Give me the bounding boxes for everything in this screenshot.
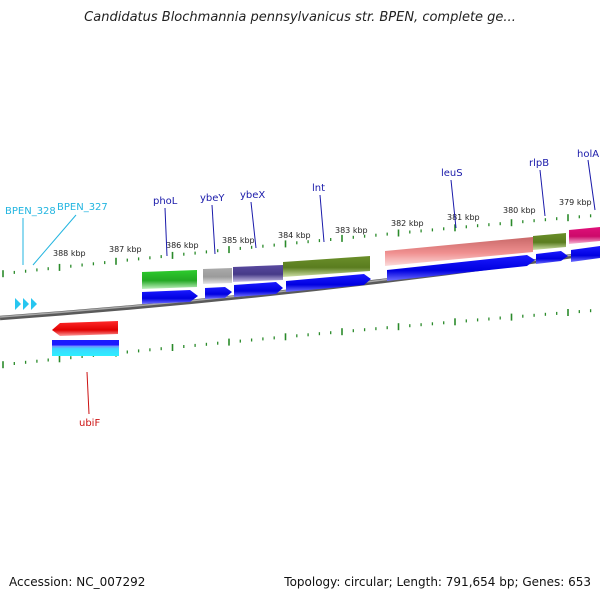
gene-label-lnt: lnt: [312, 183, 325, 194]
leader-line: [539, 169, 546, 217]
kbp-label: 383 kbp: [335, 226, 368, 235]
gene-label-rlpB: rlpB: [529, 158, 549, 169]
leader-line: [86, 371, 90, 415]
feature-phoL: [142, 270, 197, 289]
cds-arrow-leuS: [387, 255, 535, 281]
gene-label-phoL: phoL: [153, 196, 178, 207]
kbp-label: 380 kbp: [503, 206, 536, 215]
feature-ubiF-reverse: [52, 321, 118, 336]
cds-ubiF: [52, 340, 119, 356]
feature-track-forward: [142, 227, 600, 289]
cds-arrow-ybeX: [234, 282, 283, 297]
gene-label-BPEN_328: BPEN_328: [5, 206, 56, 217]
feature-holA: [569, 227, 600, 244]
feature-track-reverse: [52, 321, 119, 356]
kbp-label: 385 kbp: [222, 236, 255, 245]
leader-line: [211, 204, 216, 255]
topology-text: Topology: circular; Length: 791,654 bp; …: [284, 575, 591, 589]
gene-label-ybeX: ybeX: [240, 190, 265, 201]
feature-ybeX: [233, 265, 283, 282]
gene-label-ubiF: ubiF: [79, 418, 100, 429]
feature-rlpB: [533, 233, 566, 250]
tick-row-forward: [2, 214, 592, 278]
kbp-label: 384 kbp: [278, 231, 311, 240]
gene-label-holA: holA: [577, 149, 599, 160]
gene-label-ybeY: ybeY: [200, 193, 225, 204]
accession-text: Accession: NC_007292: [9, 575, 146, 589]
feature-leuS: [385, 237, 533, 266]
kbp-label: 379 kbp: [559, 198, 592, 207]
leader-line: [450, 179, 457, 229]
feature-ybeY: [203, 268, 232, 284]
cds-arrow-lnt: [286, 274, 371, 292]
cds-arrow-ybeY: [205, 287, 232, 299]
kbp-label: 386 kbp: [166, 241, 199, 250]
direction-marker-icon: [15, 298, 37, 310]
leader-line: [32, 214, 77, 266]
cds-arrow-phoL: [142, 290, 198, 304]
cds-track-forward: [142, 246, 600, 304]
kbp-label: 382 kbp: [391, 219, 424, 228]
genome-title: Candidatus Blochmannia pennsylvanicus st…: [84, 10, 516, 25]
leader-line: [250, 201, 257, 249]
leader-line: [587, 159, 596, 211]
feature-lnt: [283, 256, 370, 277]
tick-row-reverse: [2, 309, 592, 369]
cds-arrow-rlpB: [536, 251, 568, 264]
kbp-label: 381 kbp: [447, 213, 480, 222]
leader-line: [164, 207, 168, 257]
gene-label-leuS: leuS: [441, 168, 463, 179]
cds-arrow-holA: [571, 246, 600, 262]
kbp-label: 388 kbp: [53, 249, 86, 258]
leader-line: [319, 194, 325, 243]
gene-label-BPEN_327: BPEN_327: [57, 202, 108, 213]
kbp-label: 387 kbp: [109, 245, 142, 254]
